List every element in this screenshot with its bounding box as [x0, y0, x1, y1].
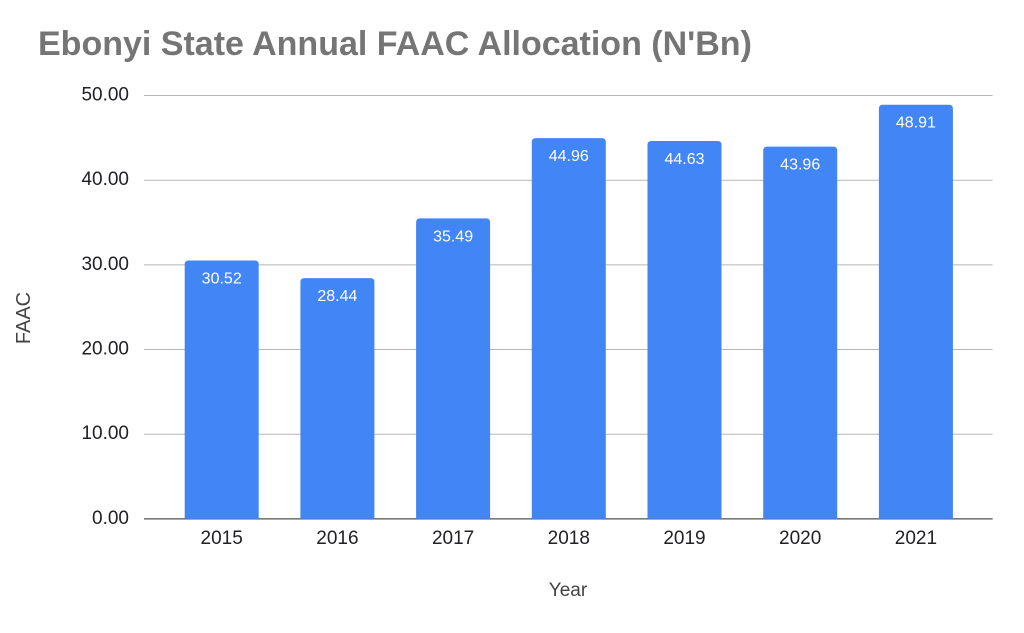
svg-text:44.96: 44.96: [549, 148, 589, 165]
svg-text:48.91: 48.91: [896, 115, 936, 132]
svg-text:30.00: 30.00: [81, 254, 129, 275]
svg-text:10.00: 10.00: [81, 423, 129, 444]
svg-text:30.52: 30.52: [202, 271, 242, 288]
svg-text:50.00: 50.00: [81, 85, 129, 106]
svg-text:40.00: 40.00: [81, 169, 129, 190]
svg-text:43.96: 43.96: [780, 157, 820, 174]
svg-text:Year: Year: [549, 580, 588, 601]
svg-text:2020: 2020: [779, 528, 821, 549]
svg-text:2021: 2021: [895, 528, 937, 549]
svg-text:2016: 2016: [316, 528, 358, 549]
svg-text:20.00: 20.00: [81, 339, 129, 360]
svg-text:35.49: 35.49: [433, 228, 473, 245]
svg-text:0.00: 0.00: [92, 508, 129, 529]
svg-text:2017: 2017: [432, 528, 474, 549]
svg-text:28.44: 28.44: [317, 288, 357, 305]
svg-text:2018: 2018: [548, 528, 590, 549]
svg-text:2019: 2019: [663, 528, 705, 549]
svg-text:FAAC: FAAC: [13, 292, 35, 344]
svg-text:44.63: 44.63: [664, 151, 704, 168]
svg-text:2015: 2015: [201, 528, 243, 549]
